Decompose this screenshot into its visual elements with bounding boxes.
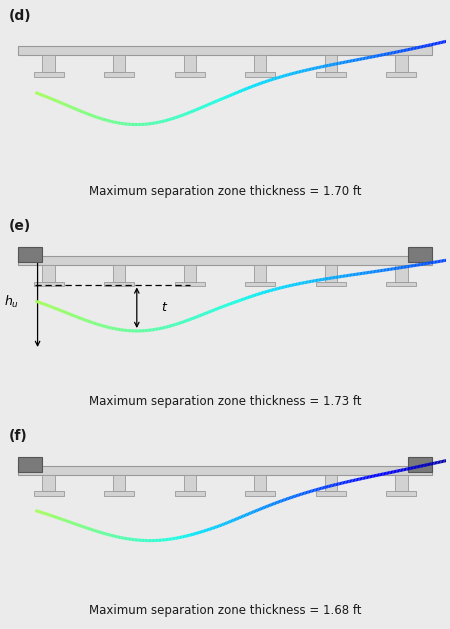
Bar: [104, 282, 134, 286]
Bar: [387, 491, 416, 496]
Bar: [113, 265, 126, 282]
Bar: [254, 475, 266, 491]
Bar: [254, 265, 266, 282]
Bar: [113, 475, 126, 491]
Bar: [18, 465, 432, 475]
Bar: [324, 55, 337, 72]
Text: Maximum separation zone thickness = 1.70 ft: Maximum separation zone thickness = 1.70…: [89, 185, 361, 198]
Text: $h_u$: $h_u$: [4, 294, 18, 309]
Bar: [42, 475, 55, 491]
Bar: [245, 282, 275, 286]
Bar: [395, 55, 408, 72]
Bar: [387, 72, 416, 77]
Bar: [324, 475, 337, 491]
Bar: [395, 475, 408, 491]
Bar: [184, 265, 196, 282]
Bar: [324, 265, 337, 282]
Text: (e): (e): [9, 219, 31, 233]
Bar: [42, 55, 55, 72]
Bar: [387, 282, 416, 286]
Bar: [18, 256, 432, 265]
Bar: [18, 247, 42, 262]
Bar: [408, 247, 432, 262]
Bar: [104, 491, 134, 496]
Bar: [34, 282, 63, 286]
Text: Maximum separation zone thickness = 1.73 ft: Maximum separation zone thickness = 1.73…: [89, 394, 361, 408]
Bar: [34, 491, 63, 496]
Text: (f): (f): [9, 429, 27, 443]
Bar: [395, 265, 408, 282]
Bar: [104, 72, 134, 77]
Bar: [316, 72, 346, 77]
Text: (d): (d): [9, 9, 32, 23]
Bar: [245, 491, 275, 496]
Bar: [184, 475, 196, 491]
Bar: [34, 72, 63, 77]
Bar: [175, 491, 205, 496]
Bar: [408, 457, 432, 472]
Bar: [254, 55, 266, 72]
Bar: [245, 72, 275, 77]
Bar: [42, 265, 55, 282]
Bar: [113, 55, 126, 72]
Text: Maximum separation zone thickness = 1.68 ft: Maximum separation zone thickness = 1.68…: [89, 604, 361, 617]
Bar: [175, 282, 205, 286]
Bar: [18, 46, 432, 55]
Bar: [316, 282, 346, 286]
Bar: [18, 457, 42, 472]
Bar: [184, 55, 196, 72]
Bar: [175, 72, 205, 77]
Bar: [316, 491, 346, 496]
Text: t: t: [161, 301, 166, 314]
